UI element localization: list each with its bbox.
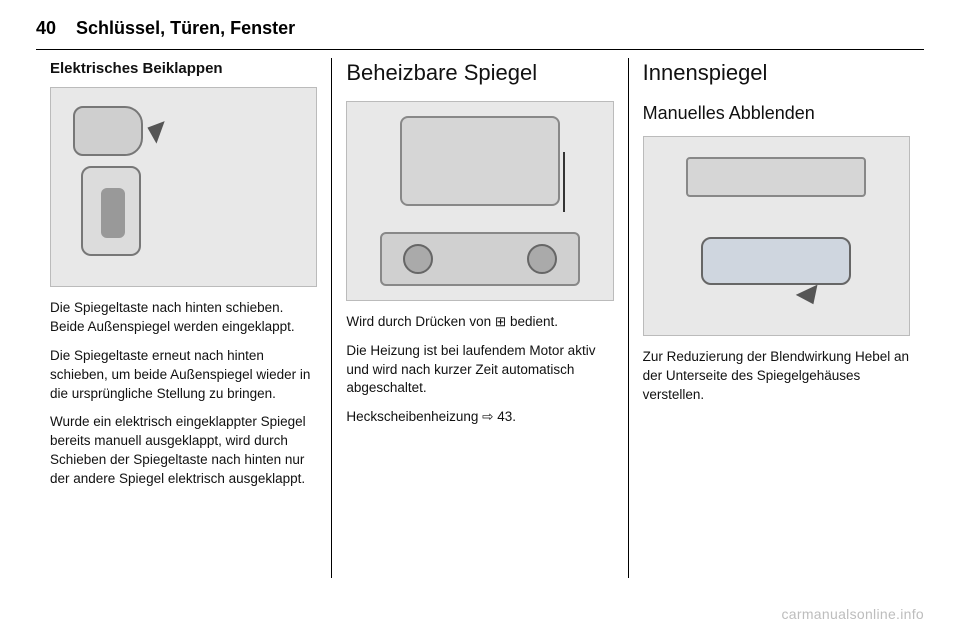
mirror-shape-icon <box>73 106 143 156</box>
col1-para-2: Die Spiegeltaste erneut nach hinten schi… <box>50 347 317 404</box>
column-3: Innenspiegel Manuelles Abblenden Zur Red… <box>628 58 924 578</box>
left-knob-icon <box>403 244 433 274</box>
col1-para-1: Die Spiegeltaste nach hinten schieben. B… <box>50 299 317 337</box>
figure-interior-mirror <box>643 136 910 336</box>
col2-section-title: Beheizbare Spiegel <box>346 58 613 89</box>
page-number: 40 <box>36 18 56 39</box>
figure-folding-mirror <box>50 87 317 287</box>
column-1: Elektrisches Beiklappen Die Spiegeltaste… <box>36 58 331 578</box>
mirror-switch-icon <box>81 166 141 256</box>
header-rule <box>36 49 924 50</box>
col1-subhead: Elektrisches Beiklappen <box>50 58 317 79</box>
col2-para-2: Die Heizung ist bei laufendem Motor akti… <box>346 342 613 399</box>
page-header: 40 Schlüssel, Türen, Fenster <box>36 18 924 39</box>
col3-section-sub: Manuelles Abblenden <box>643 101 910 126</box>
chapter-title: Schlüssel, Türen, Fenster <box>76 18 295 39</box>
figure-heated-mirror-control <box>346 101 613 301</box>
watermark-text: carmanualsonline.info <box>782 606 925 622</box>
col3-section-title: Innenspiegel <box>643 58 910 89</box>
roof-console-icon <box>686 157 866 197</box>
manual-page: 40 Schlüssel, Türen, Fenster Elektrische… <box>0 0 960 642</box>
lever-arrow-icon <box>795 285 824 310</box>
col3-para-1: Zur Reduzierung der Blendwirkung Hebel a… <box>643 348 910 405</box>
col2-para-3: Heckscheibenheizung ⇨ 43. <box>346 408 613 427</box>
col1-para-3: Wurde ein elektrisch eingeklappter Spieg… <box>50 413 317 489</box>
right-knob-icon <box>527 244 557 274</box>
col2-para-1: Wird durch Drücken von ⊞ bedient. <box>346 313 613 332</box>
interior-mirror-icon <box>701 237 851 285</box>
content-columns: Elektrisches Beiklappen Die Spiegeltaste… <box>36 58 924 578</box>
center-display-icon <box>400 116 560 206</box>
fold-arrow-icon <box>143 116 164 143</box>
column-2: Beheizbare Spiegel Wird durch Drücken vo… <box>331 58 627 578</box>
pointer-line-icon <box>563 152 565 212</box>
